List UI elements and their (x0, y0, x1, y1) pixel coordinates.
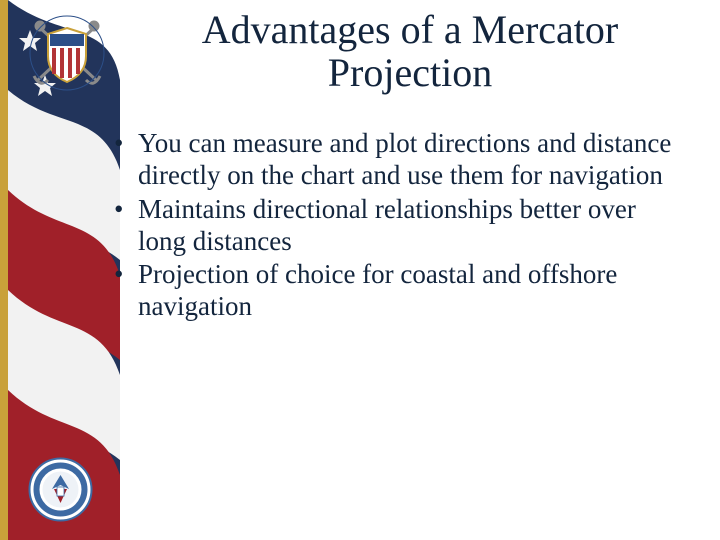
slide-title: Advantages of a Mercator Projection (130, 8, 690, 94)
bullet-item: Maintains directional relationships bett… (110, 194, 690, 258)
slide: Advantages of a Mercator Projection You … (0, 0, 720, 540)
dhs-seal-icon (28, 457, 93, 522)
bullet-item: You can measure and plot directions and … (110, 128, 690, 192)
bullet-list: You can measure and plot directions and … (110, 128, 690, 325)
bullet-item: Projection of choice for coastal and off… (110, 259, 690, 323)
coast-guard-crest-icon (28, 14, 106, 92)
